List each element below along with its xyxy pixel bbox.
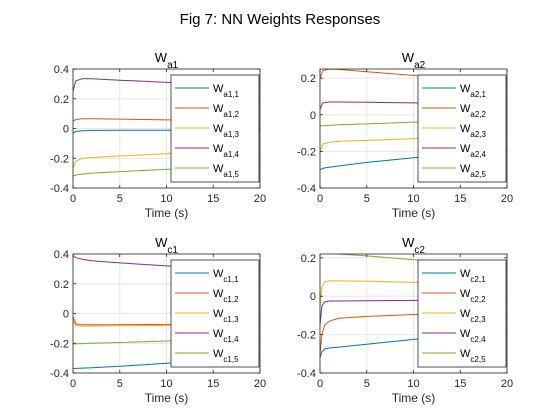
- y-tick-label: 0: [63, 124, 69, 136]
- y-tick-label: 0: [310, 110, 316, 122]
- y-tick-label: -0.2: [50, 153, 69, 165]
- y-tick-label: -0.4: [50, 368, 69, 380]
- y-tick-label: -0.2: [297, 330, 316, 342]
- x-tick-label: 10: [160, 193, 172, 205]
- legend-entry: Wc2,3: [460, 308, 486, 324]
- legend-entry: Wc1,3: [213, 308, 239, 324]
- x-axis-label: Time (s): [145, 391, 189, 405]
- legend-entry: Wa1,3: [213, 123, 240, 139]
- x-tick-label: 15: [454, 378, 466, 390]
- x-tick-label: 15: [207, 378, 219, 390]
- figure-title: Fig 7: NN Weights Responses: [180, 11, 381, 28]
- legend-entry: Wc1,2: [213, 288, 239, 304]
- legend-entry: Wa2,2: [460, 103, 487, 119]
- y-tick-label: 0.2: [54, 94, 69, 106]
- legend-entry: Wa2,3: [460, 123, 487, 139]
- x-tick-label: 0: [70, 193, 76, 205]
- legend-entry: Wc1,1: [213, 268, 239, 284]
- x-tick-label: 20: [501, 193, 513, 205]
- y-tick-label: 0: [310, 291, 316, 303]
- x-tick-label: 20: [501, 378, 513, 390]
- x-axis-label: Time (s): [392, 391, 436, 405]
- legend-entry: Wa1,2: [213, 103, 240, 119]
- y-tick-label: -0.4: [297, 183, 316, 195]
- subplot-title: Wa2: [402, 50, 426, 71]
- legend: Wc1,1 Wc1,2 Wc1,3 Wc1,4 Wc1,5: [170, 259, 260, 368]
- y-tick-label: -0.4: [297, 368, 316, 380]
- y-tick-label: 0: [63, 309, 69, 321]
- legend: Wa1,1 Wa1,2 Wa1,3 Wa1,4 Wa1,5: [170, 74, 260, 183]
- x-tick-label: 10: [407, 193, 419, 205]
- legend-entry: Wa1,1: [213, 83, 240, 99]
- x-tick-label: 10: [160, 378, 172, 390]
- x-tick-label: 5: [117, 193, 123, 205]
- x-axis-label: Time (s): [392, 206, 436, 220]
- legend-entry: Wa2,1: [460, 83, 487, 99]
- x-tick-label: 0: [70, 378, 76, 390]
- y-tick-label: 0.2: [301, 73, 316, 85]
- legend: Wc2,1 Wc2,2 Wc2,3 Wc2,4 Wc2,5: [417, 259, 507, 368]
- y-tick-label: 0.4: [54, 249, 69, 261]
- x-tick-label: 5: [364, 378, 370, 390]
- x-axis-label: Time (s): [145, 206, 189, 220]
- legend-entry: Wc2,2: [460, 288, 486, 304]
- legend-entry: Wa1,4: [213, 143, 240, 159]
- x-tick-label: 15: [454, 193, 466, 205]
- legend-entry: Wa2,4: [460, 143, 487, 159]
- legend-entry: Wc2,4: [460, 328, 486, 344]
- legend-entry: Wc1,5: [213, 348, 239, 364]
- legend-entry: Wc2,5: [460, 348, 486, 364]
- y-tick-label: 0.4: [54, 64, 69, 76]
- x-tick-label: 5: [117, 378, 123, 390]
- legend-entry: Wc1,4: [213, 328, 239, 344]
- y-tick-label: -0.2: [297, 146, 316, 158]
- legend-entry: Wc2,1: [460, 268, 486, 284]
- y-tick-label: 0.2: [301, 253, 316, 265]
- subplot-title: Wc1: [155, 235, 178, 256]
- y-tick-label: -0.2: [50, 338, 69, 350]
- legend-entry: Wa2,5: [460, 163, 487, 179]
- subplot-title: Wa1: [155, 50, 179, 71]
- x-tick-label: 0: [317, 193, 323, 205]
- legend: Wa2,1 Wa2,2 Wa2,3 Wa2,4 Wa2,5: [417, 74, 507, 183]
- legend-entry: Wa1,5: [213, 163, 240, 179]
- x-tick-label: 5: [364, 193, 370, 205]
- x-tick-label: 20: [254, 193, 266, 205]
- y-tick-label: 0.2: [54, 279, 69, 291]
- subplot-title: Wc2: [402, 235, 425, 256]
- x-tick-label: 0: [317, 378, 323, 390]
- y-tick-label: -0.4: [50, 183, 69, 195]
- x-tick-label: 20: [254, 378, 266, 390]
- x-tick-label: 10: [407, 378, 419, 390]
- x-tick-label: 15: [207, 193, 219, 205]
